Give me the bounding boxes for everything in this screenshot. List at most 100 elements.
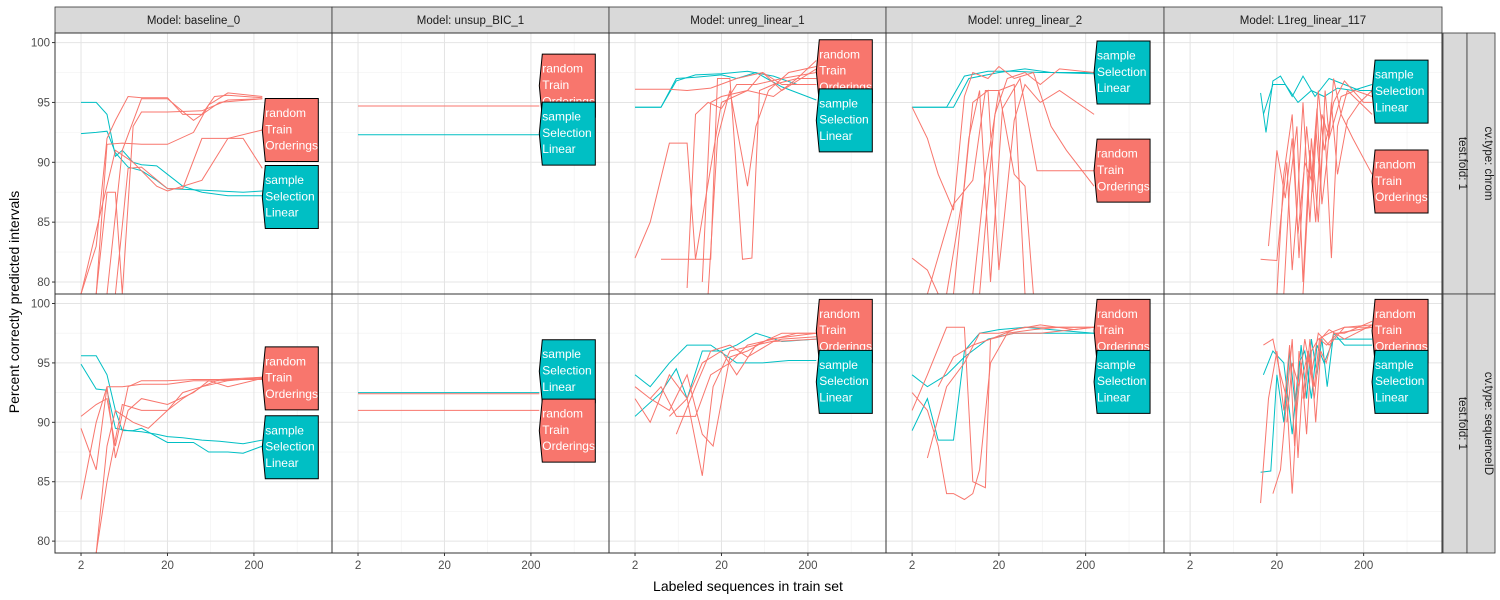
series-line — [1302, 89, 1373, 294]
direct-label-line: random — [1375, 157, 1416, 171]
x-tick-label: 20 — [715, 560, 728, 572]
facet-strip-right-label: cv.type: sequenceID — [1482, 372, 1494, 475]
direct-label: sample Selection Linear — [261, 415, 319, 480]
direct-label-line: random — [819, 47, 860, 61]
direct-label-line: Orderings — [1097, 179, 1150, 193]
facet-panels: random Train Orderings sample Selection Linea… — [54, 32, 1443, 554]
panel-background — [55, 33, 332, 294]
series-line — [669, 332, 817, 417]
series-line — [1260, 332, 1373, 473]
y-tick-label: 95 — [37, 358, 50, 370]
direct-label: random Train Orderings — [261, 97, 319, 162]
facet-panel: sample Selection Linear random Train Ordering… — [885, 32, 1165, 295]
direct-label-line: Orderings — [265, 139, 318, 153]
direct-label-text: sample Selection Linear — [265, 173, 314, 220]
series-lines — [358, 105, 540, 136]
series-line — [80, 377, 263, 470]
direct-label-box — [1093, 349, 1151, 414]
direct-label-line: Selection — [542, 126, 591, 140]
direct-label-line: sample — [1097, 49, 1136, 63]
facet-strip-top — [608, 6, 887, 34]
series-line — [1302, 324, 1373, 399]
facet-strip-top — [1163, 6, 1443, 34]
direct-label: sample Selection Linear — [1093, 40, 1151, 105]
direct-label-text: random Train Orderings — [542, 62, 595, 109]
direct-label-text: sample Selection Linear — [542, 347, 591, 394]
facet-strip-right-outer — [1466, 32, 1496, 295]
series-line — [926, 326, 1095, 459]
series-line — [634, 344, 817, 388]
series-line — [707, 66, 817, 294]
series-line — [937, 324, 1095, 387]
x-tick-label: 200 — [521, 560, 540, 572]
x-tick-label: 2 — [1187, 560, 1193, 572]
direct-label-line: Selection — [819, 113, 868, 127]
direct-label-text: sample Selection Linear — [1375, 68, 1424, 115]
direct-label-box — [261, 165, 319, 230]
y-tick-label: 95 — [37, 97, 50, 109]
series-line — [1276, 80, 1373, 294]
direct-label-line: Train — [819, 323, 846, 337]
x-tick-label: 200 — [1076, 560, 1095, 572]
direct-label-line: Selection — [819, 374, 868, 388]
direct-label-line: random — [1375, 307, 1416, 321]
facet-panel: sample Selection Linear random Train Ordering… — [331, 293, 610, 554]
direct-label: sample Selection Linear — [538, 101, 596, 166]
series-line — [1262, 338, 1373, 435]
x-tick-label: 20 — [1270, 560, 1283, 572]
direct-label: random Train Orderings — [1093, 138, 1151, 203]
series-line — [979, 68, 1095, 294]
series-lines — [358, 392, 540, 411]
direct-label-line: Linear — [1097, 81, 1130, 95]
direct-label-line: Train — [1097, 323, 1124, 337]
direct-label-line: Selection — [542, 364, 591, 378]
direct-label-line: Train — [265, 122, 292, 136]
direct-label-box — [1371, 59, 1429, 124]
direct-label-line: random — [1097, 147, 1138, 161]
direct-label: sample Selection Linear — [815, 349, 873, 414]
series-line — [911, 326, 1095, 441]
series-line — [911, 83, 1034, 294]
x-tick-label: 200 — [1354, 560, 1373, 572]
direct-label-line: sample — [1375, 358, 1414, 372]
direct-label-line: Train — [265, 371, 292, 385]
direct-label-line: Linear — [1097, 391, 1130, 405]
y-tick-label: 100 — [31, 299, 50, 311]
direct-label-line: Train — [1097, 163, 1124, 177]
direct-label-text: random Train Orderings — [542, 407, 595, 454]
series-line — [635, 68, 817, 92]
direct-label: random Train Orderings — [1371, 149, 1429, 214]
y-tick-label: 90 — [37, 417, 50, 429]
series-line — [81, 92, 263, 294]
direct-label-box — [538, 398, 596, 463]
direct-label-line: Linear — [542, 142, 575, 156]
series-lines — [911, 65, 1095, 294]
direct-label-box — [815, 349, 873, 414]
direct-label-line: random — [265, 106, 306, 120]
direct-label-line: Selection — [1097, 65, 1146, 79]
x-tick-label: 2 — [355, 560, 361, 572]
series-line — [81, 98, 263, 294]
direct-label-line: random — [542, 407, 583, 421]
direct-label-box — [538, 101, 596, 166]
direct-label-line: Orderings — [265, 387, 318, 401]
direct-label-line: random — [265, 354, 306, 368]
direct-label-line: random — [542, 62, 583, 76]
series-lines — [634, 60, 817, 294]
direct-label-line: Selection — [265, 189, 314, 203]
direct-label-box — [261, 97, 319, 162]
series-line — [701, 71, 817, 283]
direct-label-line: Linear — [1375, 100, 1408, 114]
direct-label-line: sample — [542, 347, 581, 361]
direct-label: sample Selection Linear — [1093, 349, 1151, 414]
series-line — [1260, 78, 1373, 271]
facet-strip-label: Model: unsup_BIC_1 — [417, 15, 524, 27]
direct-label-line: Linear — [265, 206, 298, 220]
direct-label-line: random — [819, 307, 860, 321]
direct-label: sample Selection Linear — [1371, 59, 1429, 124]
direct-label-line: sample — [1375, 68, 1414, 82]
